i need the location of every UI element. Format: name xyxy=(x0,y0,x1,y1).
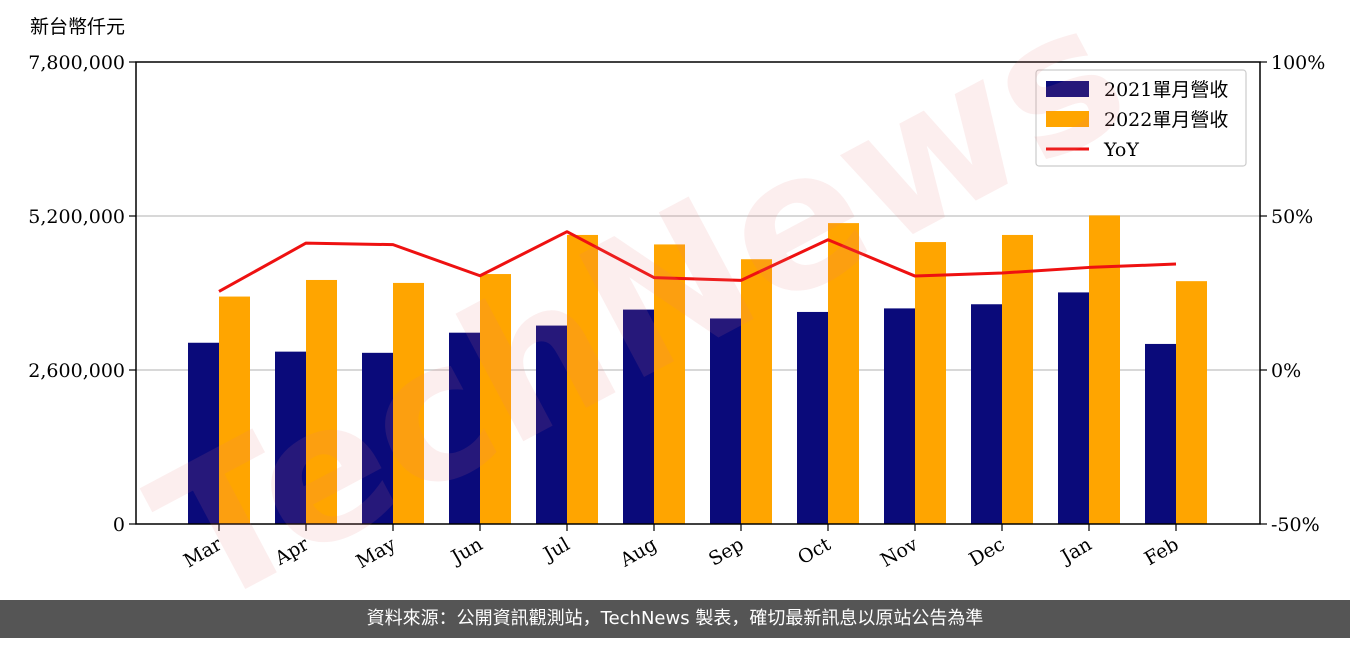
bar-2022 xyxy=(480,274,511,524)
y-tick-label: 7,800,000 xyxy=(28,52,125,74)
x-tick-label: Aug xyxy=(616,533,661,572)
left-axis: 0 2,600,000 5,200,000 7,800,000 xyxy=(28,52,136,536)
bars xyxy=(188,215,1207,525)
legend-swatch xyxy=(1046,81,1089,97)
bar-2022 xyxy=(1089,215,1120,524)
x-axis: Mar Apr May Jun Jul Aug Sep Oct Nov Dec Jan Feb xyxy=(180,524,1183,573)
y2-tick-label: 50% xyxy=(1271,206,1313,228)
y-tick-label: 2,600,000 xyxy=(28,360,125,382)
revenue-chart: 新台幣仟元 0 2,600,000 5,200,000 7,800,000 -50% 0… xyxy=(28,16,1325,573)
bar-2021 xyxy=(188,342,219,524)
x-tick-label: Mar xyxy=(180,533,226,572)
legend-label: YoY xyxy=(1103,139,1139,161)
legend-swatch xyxy=(1046,111,1089,127)
bar-2022 xyxy=(1176,281,1207,524)
y2-tick-label: 0% xyxy=(1271,360,1301,382)
x-tick-label: Feb xyxy=(1141,533,1183,570)
source-footer: 資料來源：公開資訊觀測站，TechNews 製表，確切最新訊息以原站公告為準 xyxy=(0,600,1350,638)
bar-2021 xyxy=(1058,292,1089,524)
bar-2022 xyxy=(654,244,685,524)
bar-2021 xyxy=(362,352,393,524)
plot-frame xyxy=(135,61,1261,525)
x-tick-label: Apr xyxy=(270,533,313,570)
x-tick-label: Jan xyxy=(1056,533,1096,569)
y-axis-unit-label: 新台幣仟元 xyxy=(30,16,125,38)
bar-2021 xyxy=(623,309,654,524)
bar-2021 xyxy=(710,318,741,524)
legend-label: 2022單月營收 xyxy=(1104,109,1228,131)
bar-2022 xyxy=(915,242,946,525)
y2-tick-label: -50% xyxy=(1271,514,1320,536)
bar-2022 xyxy=(741,259,772,524)
legend-label: 2021單月營收 xyxy=(1104,79,1228,101)
bar-2021 xyxy=(449,332,480,524)
y2-tick-label: 100% xyxy=(1271,52,1325,74)
y-tick-label: 0 xyxy=(113,514,125,536)
bar-2022 xyxy=(828,223,859,524)
x-tick-label: Nov xyxy=(877,533,922,572)
bar-2021 xyxy=(1145,343,1176,524)
bar-2022 xyxy=(1002,234,1033,524)
legend: 2021單月營收 2022單月營收 YoY xyxy=(1035,69,1247,167)
x-tick-label: Sep xyxy=(705,533,748,570)
bar-2022 xyxy=(393,282,424,524)
bar-2021 xyxy=(275,351,306,524)
bar-2021 xyxy=(797,311,828,524)
bar-2022 xyxy=(567,234,598,524)
x-tick-label: Jul xyxy=(538,533,573,566)
bar-2022 xyxy=(219,296,250,524)
bar-2022 xyxy=(306,279,337,524)
x-tick-label: May xyxy=(353,533,400,573)
yoy-line xyxy=(218,230,1177,293)
x-tick-label: Dec xyxy=(965,533,1008,571)
y-tick-label: 5,200,000 xyxy=(28,206,125,228)
x-tick-label: Jun xyxy=(446,533,487,569)
yoy-line-path xyxy=(218,230,1177,293)
bar-2021 xyxy=(536,325,567,524)
x-tick-label: Oct xyxy=(794,533,835,569)
bar-2021 xyxy=(884,308,915,524)
bar-2021 xyxy=(971,304,1002,524)
right-axis: -50% 0% 50% 100% xyxy=(1260,52,1325,536)
